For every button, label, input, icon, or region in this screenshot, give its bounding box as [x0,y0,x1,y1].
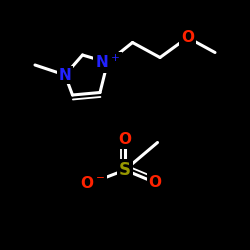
Text: O: O [148,175,162,190]
Text: N: N [58,68,71,82]
Text: O: O [118,132,132,148]
Text: S: S [119,161,131,179]
Text: O: O [181,30,194,45]
Text: N$^+$: N$^+$ [95,54,120,71]
Text: O$^-$: O$^-$ [80,174,105,190]
